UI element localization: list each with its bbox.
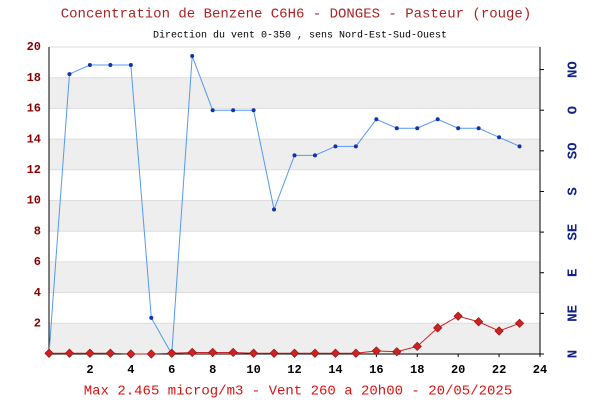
point [312, 153, 317, 158]
y2-tick-label: N [566, 350, 582, 358]
point [310, 348, 320, 358]
x-tick-label: 2 [86, 363, 93, 377]
point [231, 108, 236, 113]
point [435, 117, 440, 122]
point [497, 135, 502, 140]
y-tick-label: 14 [27, 132, 41, 146]
point [514, 318, 525, 328]
y2-tick-label: SE [566, 224, 582, 241]
x-tick-label: 18 [410, 363, 424, 377]
chart-title: Concentration de Benzene C6H6 - DONGES -… [61, 7, 531, 23]
x-tick-label: 24 [533, 363, 547, 377]
point [394, 126, 399, 131]
point [371, 346, 381, 356]
y-tick-label: 4 [34, 286, 41, 300]
point [412, 341, 422, 351]
x-tick-label: 6 [168, 363, 175, 377]
point [67, 72, 72, 77]
point [330, 348, 341, 358]
point [228, 347, 238, 358]
y2-tick-label: NE [566, 305, 582, 322]
point [210, 108, 215, 113]
grid-band [49, 200, 540, 232]
y2-tick-label: E [566, 269, 582, 277]
point [146, 349, 156, 359]
point [453, 311, 463, 321]
x-tick-label: 14 [328, 363, 342, 377]
point [333, 144, 338, 149]
x-tick-label: 12 [287, 363, 301, 377]
point [269, 348, 279, 358]
point [251, 108, 256, 113]
point [374, 117, 379, 122]
point [456, 126, 461, 131]
y2-tick-label: NO [566, 61, 582, 78]
point [248, 348, 259, 358]
y-tick-label: 12 [27, 163, 41, 177]
grid-band [49, 77, 540, 109]
point [126, 349, 136, 359]
series-line [48, 55, 520, 356]
x-tick-label: 4 [127, 363, 134, 377]
point [128, 63, 133, 68]
point [392, 347, 402, 357]
x-tick-label: 22 [492, 363, 506, 377]
point [87, 63, 92, 68]
y2-tick-label: O [566, 106, 582, 114]
point [167, 348, 177, 358]
point [108, 63, 113, 68]
point [353, 144, 358, 149]
y-tick-label: 2 [34, 316, 41, 330]
y2-tick-label: S [566, 187, 582, 195]
point [187, 347, 197, 358]
point [272, 207, 277, 212]
point [85, 348, 95, 358]
point [105, 348, 115, 358]
point [190, 54, 195, 59]
chart-footer: Max 2.465 microg/m3 - Vent 260 a 20h00 -… [84, 384, 512, 400]
y-tick-label: 16 [27, 102, 41, 116]
x-tick-label: 20 [451, 363, 465, 377]
point [517, 144, 522, 149]
point [415, 126, 420, 131]
point [44, 348, 54, 358]
point [351, 348, 361, 358]
x-tick-label: 8 [209, 363, 216, 377]
y-tick-label: 20 [27, 40, 41, 54]
x-tick-label: 10 [246, 363, 260, 377]
y-tick-label: 10 [27, 194, 41, 208]
point [149, 315, 154, 320]
y-tick-label: 8 [34, 224, 41, 238]
x-tick-label: 16 [369, 363, 383, 377]
point [64, 348, 75, 358]
point [289, 348, 300, 358]
point [474, 317, 484, 327]
y-tick-label: 18 [27, 71, 41, 85]
point [494, 326, 504, 336]
point [208, 347, 218, 358]
y2-tick-label: SO [566, 142, 582, 159]
chart-subtitle: Direction du vent 0-350 , sens Nord-Est-… [153, 30, 447, 42]
point [476, 126, 481, 131]
y-tick-label: 6 [34, 255, 41, 269]
grid-band [49, 261, 540, 293]
point [292, 153, 297, 158]
point [433, 323, 443, 333]
